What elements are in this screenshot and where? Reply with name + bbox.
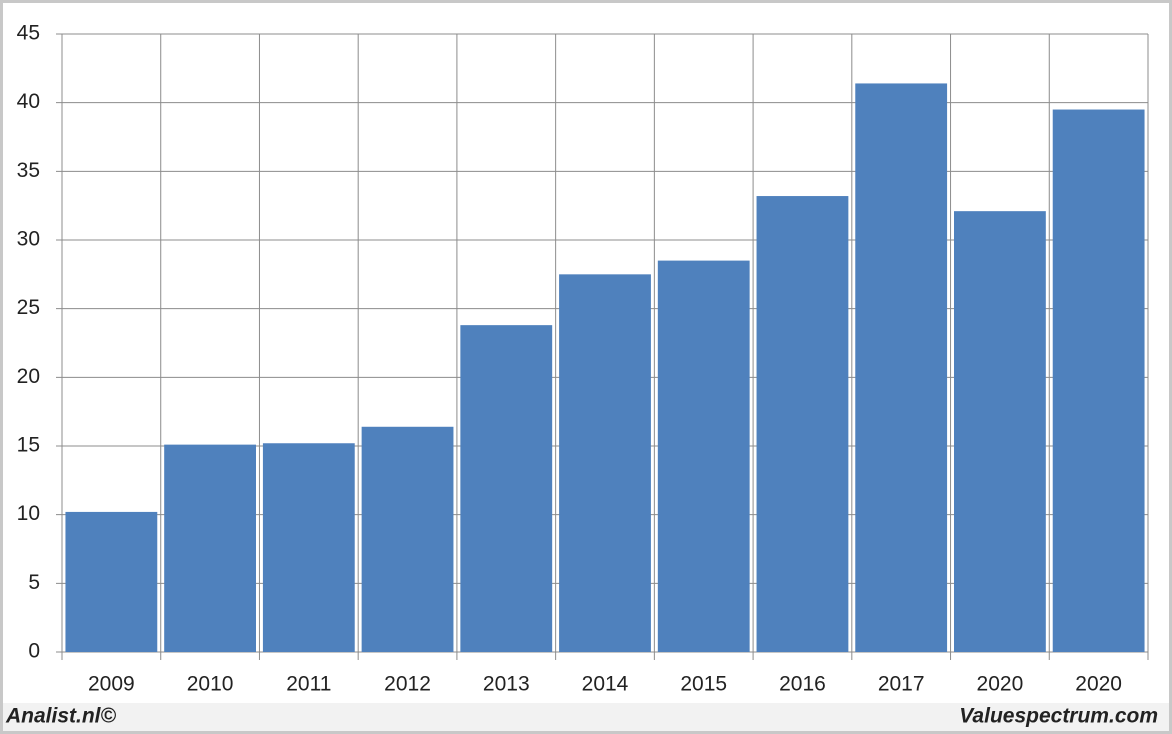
footer-band (3, 703, 1169, 731)
bar (460, 325, 553, 652)
y-tick-label: 35 (17, 159, 40, 182)
x-tick-label: 2011 (286, 673, 331, 696)
y-tick-label: 45 (17, 22, 40, 45)
y-tick-label: 0 (28, 640, 40, 663)
x-tick-label: 2016 (779, 673, 826, 696)
bar (1052, 109, 1145, 653)
x-tick-label: 2017 (878, 673, 925, 696)
y-tick-label: 25 (17, 296, 40, 319)
y-tick-label: 40 (17, 90, 40, 113)
bar (65, 511, 158, 652)
bar (262, 443, 355, 652)
y-tick-label: 5 (28, 571, 40, 594)
x-tick-label: 2012 (384, 673, 431, 696)
x-tick-label: 2010 (187, 673, 234, 696)
y-tick-label: 10 (17, 502, 40, 525)
bar (855, 83, 948, 652)
bar (954, 211, 1046, 652)
bar (657, 260, 750, 652)
source-left: Analist.nl© (5, 705, 117, 728)
x-tick-label: 2009 (88, 673, 135, 696)
bar (559, 274, 651, 652)
x-tick-label: 2013 (483, 673, 530, 696)
y-tick-label: 20 (17, 365, 40, 388)
x-tick-label: 2015 (680, 673, 727, 696)
x-tick-label: 2020 (1075, 673, 1122, 696)
y-tick-label: 15 (17, 434, 40, 457)
bar (756, 196, 849, 652)
bar (361, 426, 454, 652)
source-right: Valuespectrum.com (959, 705, 1158, 728)
x-tick-label: 2020 (977, 673, 1024, 696)
y-tick-label: 30 (17, 228, 40, 251)
x-tick-label: 2014 (582, 673, 629, 696)
bar (164, 444, 256, 652)
